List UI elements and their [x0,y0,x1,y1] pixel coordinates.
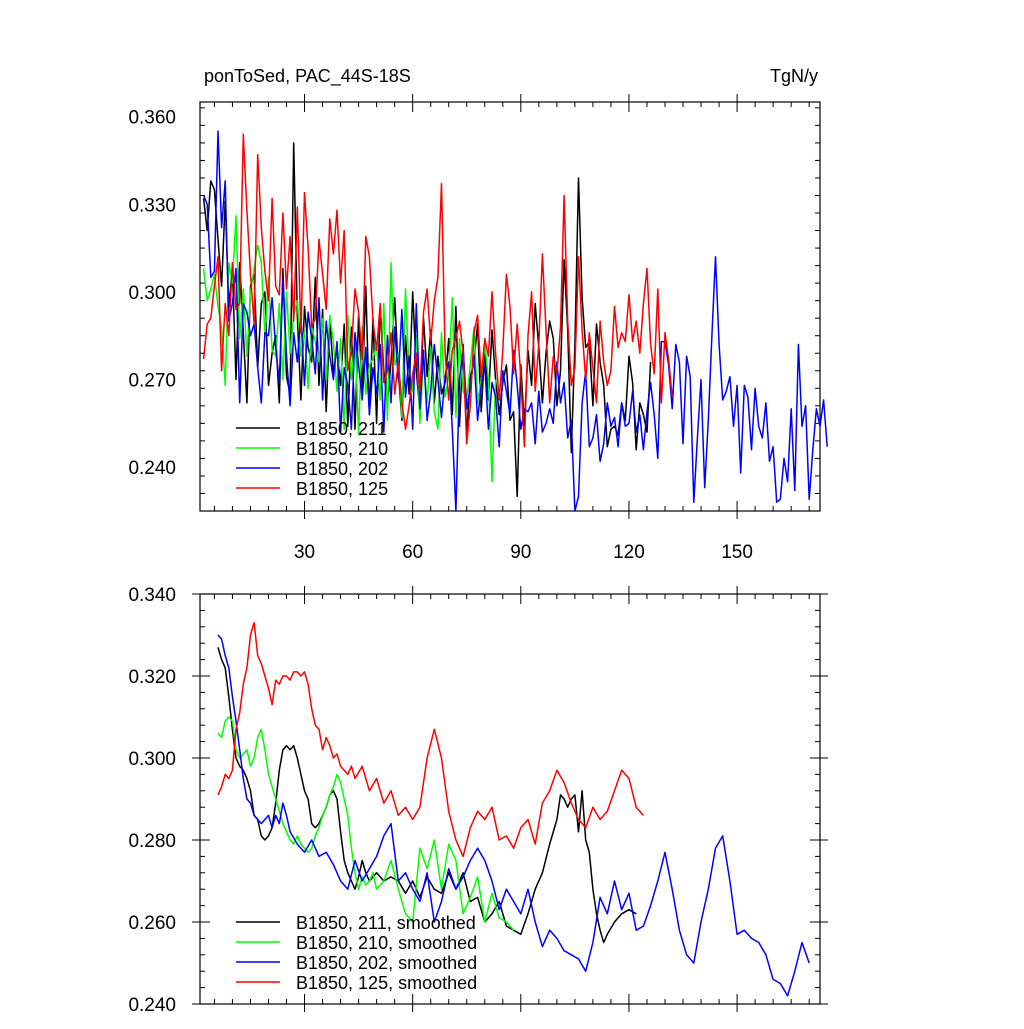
x-tick-label: 30 [294,542,315,563]
top-tick-labels: 30 60 90 120 150 0.240 0.270 0.300 0.330 0.360 [128,108,752,563]
top-panel: 30 60 90 120 150 0.240 0.270 0.300 0.330 0.360 po… [128,66,828,563]
series-line-4 [217,621,644,858]
series-line-3 [202,130,828,512]
series-line-2 [217,716,515,931]
y-tick-label: 0.270 [128,371,176,392]
bottom-panel: 0.240 0.260 0.280 0.300 0.320 0.340 B1850, 21… [128,585,828,1016]
y-tick-label: 0.340 [128,585,176,606]
legend-label-2: B1850, 210, smoothed [296,933,477,953]
top-ticks [200,94,820,519]
legend-label-1: B1850, 211 [296,419,387,439]
bottom-series-lines [217,621,810,997]
y-tick-label: 0.260 [128,913,176,934]
y-tick-label: 0.240 [128,995,176,1016]
y-tick-label: 0.300 [128,749,176,770]
y-tick-label: 0.280 [128,831,176,852]
legend-label-3: B1850, 202 [296,459,388,479]
top-title-left: ponToSed, PAC_44S-18S [204,66,411,87]
x-tick-label: 150 [721,542,753,563]
bottom-plot-frame [199,593,821,1005]
y-tick-label: 0.330 [128,195,176,216]
y-tick-label: 0.320 [128,667,176,688]
series-line-4 [202,133,673,448]
legend-label-2: B1850, 210 [296,439,388,459]
series-line-1 [202,142,652,498]
legend-label-4: B1850, 125 [296,479,388,499]
y-tick-label: 0.360 [128,108,176,129]
x-tick-label: 60 [402,542,423,563]
y-tick-label: 0.300 [128,283,176,304]
legend-label-4: B1850, 125, smoothed [296,973,477,993]
legend-label-1: B1850, 211, smoothed [296,913,476,933]
y-tick-label: 0.240 [128,458,176,479]
top-title-right: TgN/y [770,66,818,86]
series-line-2 [202,215,497,483]
series-line-3 [217,634,810,997]
top-series-lines [202,130,828,512]
legend-label-3: B1850, 202, smoothed [296,953,477,973]
top-plot-frame [199,101,821,512]
x-tick-label: 120 [613,542,645,563]
bottom-ticks [192,586,828,1012]
bottom-tick-labels: 0.240 0.260 0.280 0.300 0.320 0.340 [128,585,176,1016]
series-line-1 [217,647,637,944]
x-tick-label: 90 [510,542,531,563]
